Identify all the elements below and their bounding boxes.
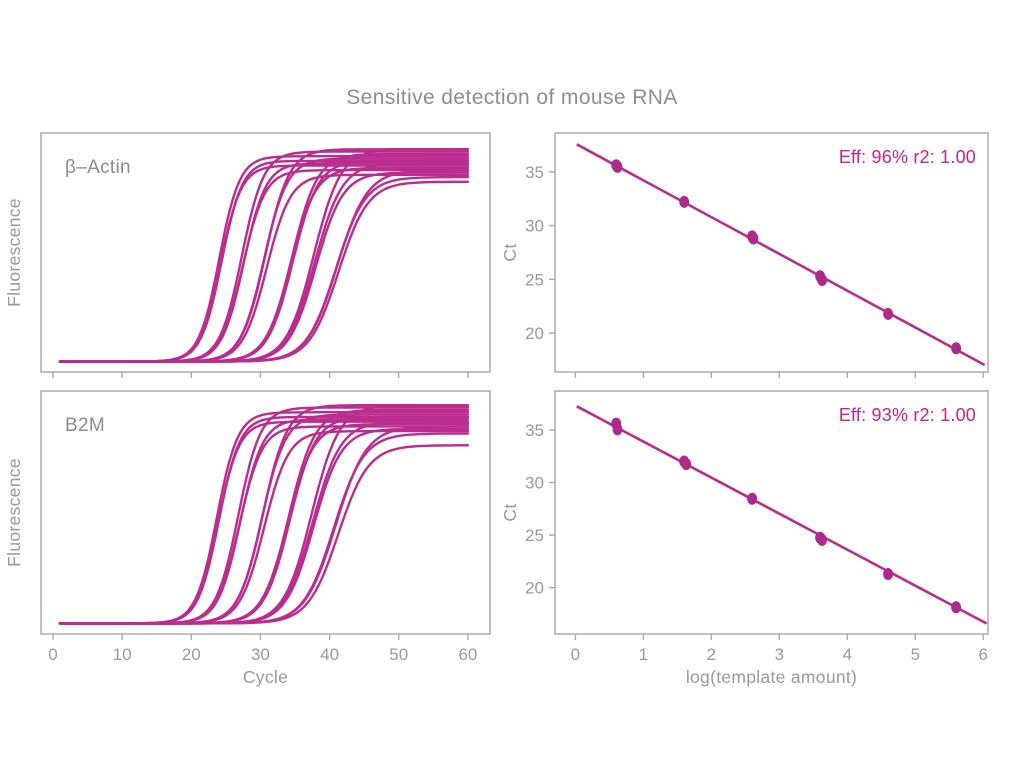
efficiency-annotation: Eff: 93% r2: 1.00 <box>839 405 976 425</box>
b2m-standard-curve: 0 1 2 3 4 5 6 20 25 30 35 log(template amount) Ct Eff… <box>500 390 989 687</box>
y-tick-label: 20 <box>525 324 544 343</box>
panel-border <box>40 390 491 635</box>
x-tick-label: 5 <box>911 645 920 664</box>
y-tick-label: 30 <box>525 474 544 493</box>
data-point <box>817 533 828 546</box>
amplification-curve <box>58 173 470 363</box>
x-axis-label: Cycle <box>243 667 288 687</box>
beta-actin-standard-curve: 20 25 30 35 Ct Eff: 96% r2: 1.00 <box>500 132 989 378</box>
data-point <box>883 568 894 580</box>
x-tick-label: 10 <box>113 645 132 664</box>
data-point <box>951 601 962 614</box>
b2m-amplification-plot: 0 10 20 30 40 50 60 Cycle Fluorescence B2M <box>4 390 491 687</box>
data-point <box>747 492 758 505</box>
x-tick-label: 2 <box>707 645 716 664</box>
y-axis-label: Ct <box>500 243 520 261</box>
amplification-curve <box>58 180 470 363</box>
panel-label: β–Actin <box>65 157 131 178</box>
x-axis-label: log(template amount) <box>686 667 857 687</box>
x-tick-label: 1 <box>639 645 648 664</box>
data-point <box>883 307 894 320</box>
x-tick-label: 3 <box>775 645 784 664</box>
y-tick-label: 35 <box>525 163 544 182</box>
x-tick-label: 40 <box>320 645 339 664</box>
amplification-curve <box>58 444 470 625</box>
x-tick-label: 6 <box>978 645 987 664</box>
x-tick-label: 50 <box>389 645 408 664</box>
data-point <box>681 458 692 471</box>
amplification-curve <box>58 404 470 625</box>
regression-line <box>576 405 988 625</box>
y-tick-label: 25 <box>525 526 544 545</box>
data-point <box>951 342 962 355</box>
data-point <box>817 274 828 286</box>
y-tick-label: 25 <box>525 270 544 289</box>
regression-line <box>576 143 986 367</box>
panel-label: B2M <box>65 415 105 436</box>
x-tick-label: 30 <box>251 645 270 664</box>
x-tick-label: 20 <box>182 645 201 664</box>
x-tick-label: 0 <box>571 645 580 664</box>
y-axis-label: Ct <box>500 503 520 521</box>
beta-actin-amplification-plot: Fluorescence β–Actin <box>4 132 491 378</box>
amplification-curve <box>58 418 470 625</box>
y-axis-label: Fluorescence <box>4 458 24 567</box>
y-tick-label: 20 <box>525 579 544 598</box>
y-axis-label: Fluorescence <box>4 198 24 307</box>
data-point <box>679 195 690 208</box>
efficiency-annotation: Eff: 96% r2: 1.00 <box>839 147 976 167</box>
amplification-curve <box>58 171 470 363</box>
data-point <box>612 423 623 436</box>
x-tick-label: 60 <box>458 645 477 664</box>
data-point <box>748 232 759 245</box>
x-tick-label: 0 <box>48 645 57 664</box>
panel-border <box>40 132 491 373</box>
figure-title: Sensitive detection of mouse RNA <box>346 86 678 109</box>
y-tick-label: 30 <box>525 217 544 236</box>
x-tick-label: 4 <box>843 645 852 664</box>
y-tick-label: 35 <box>525 421 544 440</box>
amplification-curve <box>58 175 470 363</box>
panel-border <box>554 132 989 373</box>
panel-border <box>554 390 989 635</box>
data-point <box>612 160 623 173</box>
